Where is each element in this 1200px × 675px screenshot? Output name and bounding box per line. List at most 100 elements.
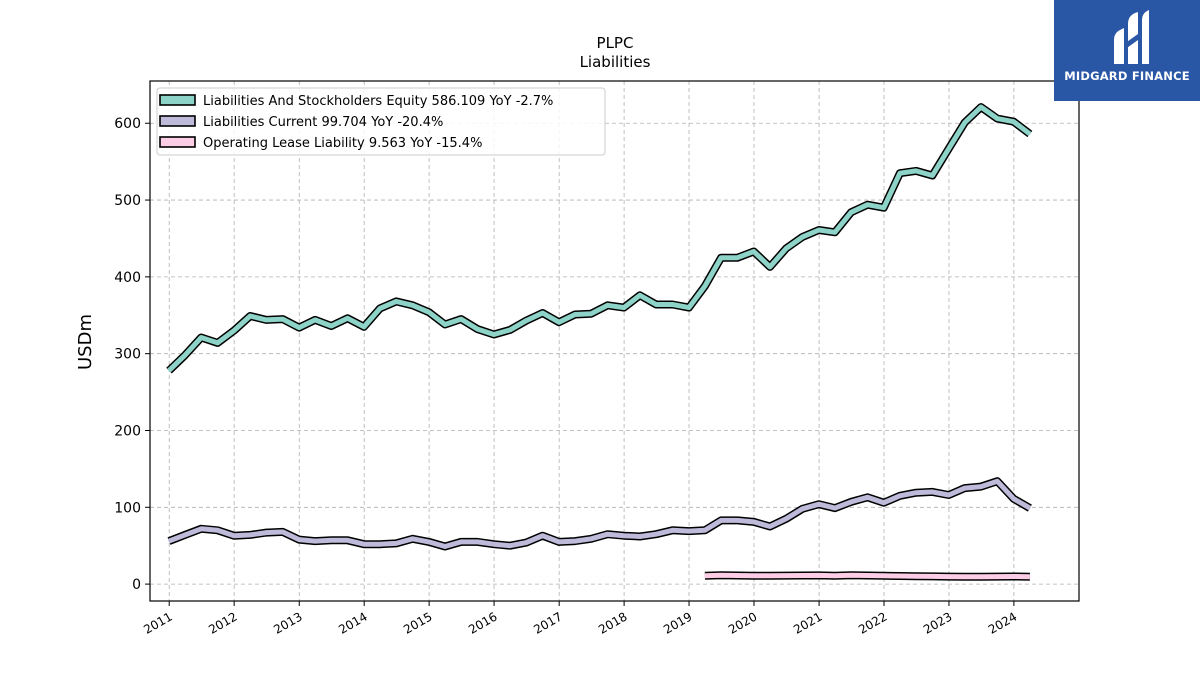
data-point xyxy=(1013,498,1015,500)
data-point xyxy=(769,525,771,528)
data-point xyxy=(590,313,592,315)
data-point xyxy=(915,492,917,494)
data-point xyxy=(655,533,657,535)
data-point xyxy=(314,540,316,542)
data-point xyxy=(184,354,186,356)
data-point xyxy=(964,121,966,124)
data-point xyxy=(363,543,365,545)
data-point xyxy=(525,320,527,322)
data-point xyxy=(736,574,739,577)
data-point xyxy=(688,307,690,309)
data-point xyxy=(168,540,170,542)
data-point xyxy=(753,250,755,253)
data-point xyxy=(639,294,641,296)
x-tick-label: 2018 xyxy=(596,609,629,636)
data-point xyxy=(509,329,511,331)
data-point xyxy=(996,118,998,120)
data-point xyxy=(347,317,349,319)
data-point xyxy=(412,538,414,540)
data-point xyxy=(282,531,284,533)
data-point xyxy=(607,533,609,535)
logo-mark-icon xyxy=(1114,10,1149,64)
data-point xyxy=(899,575,901,577)
y-tick-label: 400 xyxy=(114,270,141,286)
data-point xyxy=(801,236,804,238)
data-point xyxy=(785,518,787,520)
data-point xyxy=(217,529,219,531)
legend-box xyxy=(156,87,606,156)
data-point xyxy=(428,311,430,313)
x-tick-label: 2013 xyxy=(271,609,304,636)
y-tick-label: 600 xyxy=(114,116,141,132)
legend-swatch-2 xyxy=(159,136,196,148)
data-point xyxy=(379,307,381,309)
data-point xyxy=(801,508,804,510)
data-point xyxy=(184,534,186,536)
legend-label-1: Liabilities Current 99.704 YoY -20.4% xyxy=(203,115,443,130)
data-point xyxy=(460,318,462,320)
data-point xyxy=(444,545,446,548)
x-tick-label: 2011 xyxy=(141,609,174,636)
data-point xyxy=(460,541,462,543)
data-point xyxy=(915,170,917,172)
data-point xyxy=(883,502,885,504)
data-point xyxy=(379,543,381,545)
y-tick-label: 0 xyxy=(132,577,141,593)
data-point xyxy=(899,172,901,174)
data-point xyxy=(704,529,706,531)
x-tick-label: 2023 xyxy=(921,609,954,636)
data-point xyxy=(931,491,934,493)
data-point xyxy=(834,575,836,577)
data-point xyxy=(720,574,722,576)
data-point xyxy=(850,574,852,576)
data-point xyxy=(493,333,495,336)
y-axis-label: USDm xyxy=(75,314,96,370)
legend-swatch-1 xyxy=(159,115,196,127)
y-axis: 0 100 200 300 400 500 600 xyxy=(114,116,150,593)
data-point xyxy=(200,528,202,530)
data-point xyxy=(883,575,885,577)
data-point xyxy=(980,486,982,488)
data-point xyxy=(818,574,820,577)
series-layer xyxy=(166,103,1033,581)
data-point xyxy=(996,576,998,578)
data-point xyxy=(574,313,576,316)
data-point xyxy=(980,106,982,108)
x-tick-label: 2016 xyxy=(466,609,499,636)
data-point xyxy=(395,300,397,302)
legend: Liabilities And Stockholders Equity 586.… xyxy=(156,87,606,156)
data-point xyxy=(671,303,674,306)
brand-logo: MIDGARD FINANCE xyxy=(1054,0,1200,101)
data-point xyxy=(265,532,267,534)
data-point xyxy=(542,535,544,537)
logo-text: MIDGARD FINANCE xyxy=(1064,69,1190,83)
data-point xyxy=(964,487,966,489)
legend-label-0: Liabilities And Stockholders Equity 586.… xyxy=(203,94,553,109)
data-point xyxy=(1013,575,1015,578)
data-point xyxy=(623,535,625,537)
x-tick-label: 2014 xyxy=(336,609,369,636)
data-point xyxy=(476,328,479,330)
data-point xyxy=(866,496,869,498)
data-point xyxy=(866,574,869,577)
data-point xyxy=(688,530,690,532)
data-point xyxy=(363,326,365,328)
data-point xyxy=(509,545,511,547)
data-point xyxy=(899,495,901,497)
x-tick-label: 2017 xyxy=(531,609,564,636)
data-point xyxy=(233,535,235,537)
data-point xyxy=(655,303,657,306)
data-point xyxy=(574,540,576,542)
x-axis: 2011 2012 2013 2014 2015 2016 2017 2018 2019 2020… xyxy=(141,601,1019,637)
data-point xyxy=(996,480,998,482)
data-point xyxy=(720,519,722,522)
data-point xyxy=(866,204,869,206)
data-point xyxy=(931,174,934,177)
data-point xyxy=(607,304,609,306)
data-point xyxy=(980,576,982,578)
data-point xyxy=(428,541,430,543)
chart-subtitle: Liabilities xyxy=(580,53,651,71)
data-point xyxy=(444,323,446,326)
data-point xyxy=(753,521,755,523)
data-point xyxy=(964,576,966,578)
